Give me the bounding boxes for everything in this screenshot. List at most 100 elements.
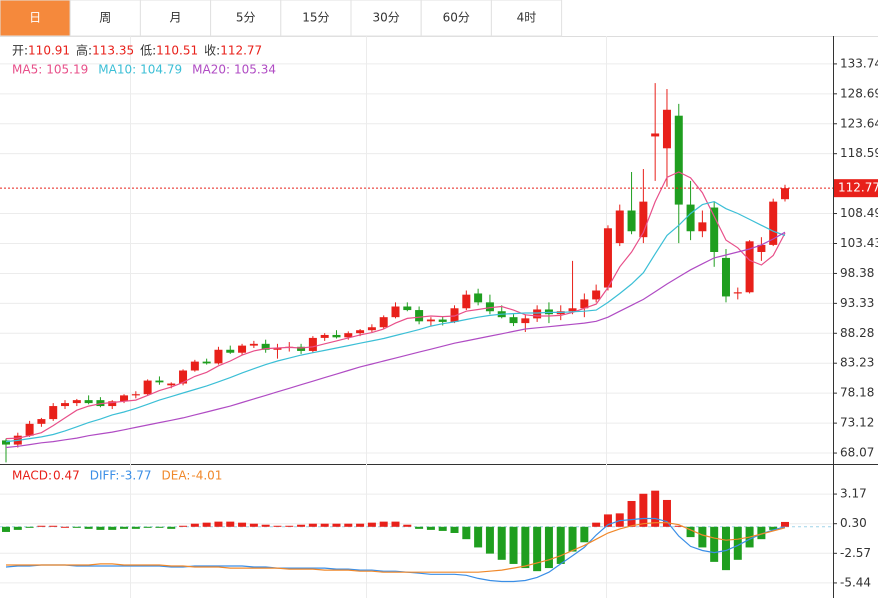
- candle-body: [580, 299, 589, 309]
- candle-body: [379, 317, 388, 328]
- candle-body: [96, 400, 105, 407]
- candle-body: [108, 401, 117, 407]
- candle-body: [131, 394, 140, 396]
- tab[interactable]: [350, 0, 422, 37]
- candle-body: [332, 334, 341, 338]
- macd-bar: [639, 493, 648, 527]
- tab-label[interactable]: 15分: [302, 11, 329, 25]
- candle-body: [651, 133, 660, 137]
- candle-body: [698, 222, 707, 232]
- info-value: 113.35: [92, 44, 134, 58]
- tab-label[interactable]: 4时: [517, 11, 537, 25]
- macd-bar: [426, 526, 435, 530]
- macd-bar: [13, 526, 22, 530]
- candle-body: [603, 228, 612, 288]
- candle-body: [297, 346, 306, 351]
- macd-bar: [403, 524, 412, 527]
- info-value: 112.77: [220, 44, 262, 58]
- candle-body: [781, 188, 789, 200]
- tab-label[interactable]: 30分: [372, 11, 399, 25]
- candle-body: [179, 370, 188, 384]
- info-value: 110.91: [28, 44, 70, 58]
- candle-body: [415, 310, 424, 322]
- tab-label[interactable]: 月: [169, 11, 181, 25]
- macd-bar: [721, 526, 730, 571]
- tab[interactable]: [0, 0, 71, 37]
- macd-bar: [556, 526, 565, 564]
- macd-bar: [261, 524, 270, 527]
- macd-bar: [497, 526, 506, 560]
- candle-body: [249, 343, 258, 346]
- info-label: 高:: [76, 43, 92, 58]
- macd-bar: [415, 526, 424, 529]
- candle-body: [615, 210, 624, 244]
- candle-body: [367, 327, 376, 331]
- candle-body: [592, 290, 601, 300]
- macd-bar: [190, 523, 199, 527]
- candle-body: [238, 345, 247, 353]
- y-tick-label: 108.49: [840, 206, 878, 220]
- info-label: 开:: [12, 44, 28, 58]
- y-tick-label: 73.12: [840, 416, 874, 430]
- tab-label[interactable]: 周: [99, 11, 111, 25]
- candle-body: [627, 210, 636, 232]
- legend-value: 0.47: [53, 469, 80, 483]
- macd-bar: [332, 523, 341, 527]
- candle-body: [190, 361, 199, 371]
- macd-bar: [179, 525, 188, 527]
- tab-label[interactable]: 60分: [443, 11, 470, 25]
- macd-bar: [120, 526, 129, 529]
- macd-bar: [509, 526, 518, 564]
- macd-bar: [61, 526, 70, 528]
- ma-line: [5, 171, 786, 440]
- macd-bar: [96, 526, 105, 530]
- tab[interactable]: [490, 0, 563, 37]
- info-label: 低:: [140, 44, 156, 58]
- y-tick-label: 123.64: [840, 116, 878, 130]
- ma-line: [5, 231, 786, 449]
- macd-bar: [757, 526, 766, 540]
- candle-body: [568, 308, 577, 312]
- candle-body: [639, 201, 648, 238]
- y-tick-label: 103.43: [840, 236, 878, 250]
- candle-body: [403, 306, 412, 311]
- macd-bar: [238, 522, 247, 527]
- candle-body: [710, 207, 719, 252]
- candle-body: [214, 349, 223, 364]
- y-tick-label: 118.59: [840, 146, 878, 160]
- y-tick-label: 128.69: [840, 86, 878, 100]
- candle-body: [49, 406, 58, 420]
- tab-label[interactable]: 日: [29, 11, 41, 25]
- macd-bar: [533, 526, 542, 572]
- legend-label: MA20:: [192, 63, 230, 77]
- macd-bar: [379, 521, 388, 527]
- legend-value: 105.34: [234, 63, 276, 77]
- macd-bar: [438, 526, 447, 531]
- macd-bar: [49, 525, 58, 527]
- y-tick-label: 93.33: [840, 296, 874, 310]
- macd-bar: [733, 526, 742, 560]
- macd-bar: [155, 526, 164, 528]
- candle-body: [308, 337, 317, 351]
- legend-label: DIFF:: [90, 469, 120, 483]
- candle-body: [2, 440, 10, 445]
- candle-body: [273, 347, 282, 350]
- legend-value: -4.01: [191, 469, 222, 483]
- macd-bar: [544, 526, 553, 569]
- macd-bar: [462, 526, 471, 540]
- y-tick-label: 88.28: [840, 326, 874, 340]
- macd-bar: [356, 523, 365, 527]
- tab[interactable]: [420, 0, 492, 37]
- candle-body: [745, 241, 754, 293]
- tab[interactable]: [69, 0, 141, 37]
- tab[interactable]: [280, 0, 352, 37]
- candle-body: [426, 319, 435, 322]
- macd-line: [5, 517, 786, 583]
- macd-bar: [226, 521, 235, 527]
- macd-bar: [320, 523, 329, 527]
- macd-bar: [592, 522, 601, 527]
- candle-body: [450, 308, 459, 322]
- tab-label[interactable]: 5分: [236, 11, 256, 25]
- macd-bar: [25, 526, 34, 528]
- candle-body: [733, 292, 742, 294]
